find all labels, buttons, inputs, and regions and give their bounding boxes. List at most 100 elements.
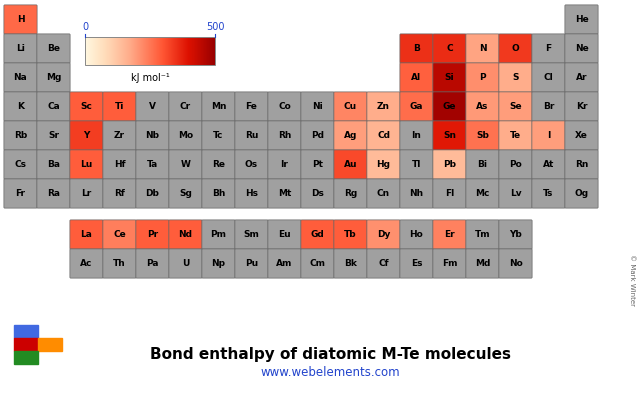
FancyBboxPatch shape	[499, 220, 532, 249]
Text: kJ mol⁻¹: kJ mol⁻¹	[131, 73, 170, 83]
Text: Po: Po	[509, 160, 522, 169]
FancyBboxPatch shape	[565, 121, 598, 150]
Text: Nb: Nb	[145, 131, 159, 140]
Text: Og: Og	[575, 189, 589, 198]
FancyBboxPatch shape	[235, 249, 268, 278]
Text: Ag: Ag	[344, 131, 357, 140]
FancyBboxPatch shape	[565, 5, 598, 34]
FancyBboxPatch shape	[334, 179, 367, 208]
FancyBboxPatch shape	[400, 92, 433, 121]
Text: Re: Re	[212, 160, 225, 169]
Text: H: H	[17, 15, 24, 24]
Text: Ti: Ti	[115, 102, 124, 111]
FancyBboxPatch shape	[532, 121, 565, 150]
Text: Bi: Bi	[477, 160, 488, 169]
Text: Ra: Ra	[47, 189, 60, 198]
FancyBboxPatch shape	[301, 249, 334, 278]
Text: Kr: Kr	[576, 102, 588, 111]
FancyBboxPatch shape	[4, 5, 37, 34]
Text: Mt: Mt	[278, 189, 291, 198]
FancyBboxPatch shape	[70, 92, 103, 121]
FancyBboxPatch shape	[433, 249, 466, 278]
FancyBboxPatch shape	[202, 249, 235, 278]
FancyBboxPatch shape	[37, 150, 70, 179]
FancyBboxPatch shape	[37, 121, 70, 150]
FancyBboxPatch shape	[499, 150, 532, 179]
Text: Ar: Ar	[576, 73, 588, 82]
FancyBboxPatch shape	[367, 150, 400, 179]
FancyBboxPatch shape	[466, 249, 499, 278]
FancyBboxPatch shape	[235, 179, 268, 208]
FancyBboxPatch shape	[136, 220, 169, 249]
FancyBboxPatch shape	[235, 121, 268, 150]
Text: Te: Te	[510, 131, 521, 140]
Text: Au: Au	[344, 160, 357, 169]
Text: Tc: Tc	[213, 131, 224, 140]
FancyBboxPatch shape	[268, 179, 301, 208]
FancyBboxPatch shape	[499, 92, 532, 121]
Text: Pb: Pb	[443, 160, 456, 169]
Text: Xe: Xe	[575, 131, 588, 140]
FancyBboxPatch shape	[169, 220, 202, 249]
Text: Yb: Yb	[509, 230, 522, 239]
Text: 0: 0	[82, 22, 88, 32]
FancyBboxPatch shape	[532, 63, 565, 92]
Text: Fe: Fe	[246, 102, 257, 111]
FancyBboxPatch shape	[433, 150, 466, 179]
FancyBboxPatch shape	[103, 150, 136, 179]
Text: Ho: Ho	[410, 230, 424, 239]
FancyBboxPatch shape	[334, 220, 367, 249]
FancyBboxPatch shape	[466, 220, 499, 249]
FancyBboxPatch shape	[169, 179, 202, 208]
FancyBboxPatch shape	[565, 63, 598, 92]
FancyBboxPatch shape	[532, 34, 565, 63]
FancyBboxPatch shape	[334, 249, 367, 278]
Text: Cu: Cu	[344, 102, 357, 111]
Text: Ni: Ni	[312, 102, 323, 111]
FancyBboxPatch shape	[4, 63, 37, 92]
FancyBboxPatch shape	[202, 150, 235, 179]
Text: Mc: Mc	[476, 189, 490, 198]
Text: Am: Am	[276, 259, 292, 268]
Text: Pd: Pd	[311, 131, 324, 140]
Text: Tm: Tm	[475, 230, 490, 239]
FancyBboxPatch shape	[70, 121, 103, 150]
FancyBboxPatch shape	[235, 92, 268, 121]
Text: V: V	[149, 102, 156, 111]
Text: K: K	[17, 102, 24, 111]
Text: Db: Db	[145, 189, 159, 198]
FancyBboxPatch shape	[103, 179, 136, 208]
Text: Fr: Fr	[15, 189, 26, 198]
FancyBboxPatch shape	[565, 150, 598, 179]
Text: Ne: Ne	[575, 44, 588, 53]
FancyBboxPatch shape	[499, 179, 532, 208]
FancyBboxPatch shape	[268, 92, 301, 121]
Text: Np: Np	[211, 259, 225, 268]
Text: Tl: Tl	[412, 160, 421, 169]
Text: Bond enthalpy of diatomic M-Te molecules: Bond enthalpy of diatomic M-Te molecules	[150, 348, 511, 362]
FancyBboxPatch shape	[70, 150, 103, 179]
Text: Hf: Hf	[114, 160, 125, 169]
FancyBboxPatch shape	[367, 121, 400, 150]
FancyBboxPatch shape	[301, 121, 334, 150]
Text: Cn: Cn	[377, 189, 390, 198]
Text: I: I	[547, 131, 550, 140]
Text: F: F	[545, 44, 552, 53]
FancyBboxPatch shape	[466, 92, 499, 121]
Text: Ge: Ge	[443, 102, 456, 111]
FancyBboxPatch shape	[565, 179, 598, 208]
Text: Pu: Pu	[245, 259, 258, 268]
Text: Fm: Fm	[442, 259, 457, 268]
Text: Ds: Ds	[311, 189, 324, 198]
Text: Rg: Rg	[344, 189, 357, 198]
Text: Rb: Rb	[14, 131, 27, 140]
Text: Sm: Sm	[244, 230, 259, 239]
Text: Sg: Sg	[179, 189, 192, 198]
Bar	[14, 325, 38, 338]
Text: As: As	[476, 102, 489, 111]
Text: Gd: Gd	[310, 230, 324, 239]
Text: Dy: Dy	[377, 230, 390, 239]
FancyBboxPatch shape	[499, 121, 532, 150]
Text: Al: Al	[412, 73, 422, 82]
FancyBboxPatch shape	[70, 220, 103, 249]
